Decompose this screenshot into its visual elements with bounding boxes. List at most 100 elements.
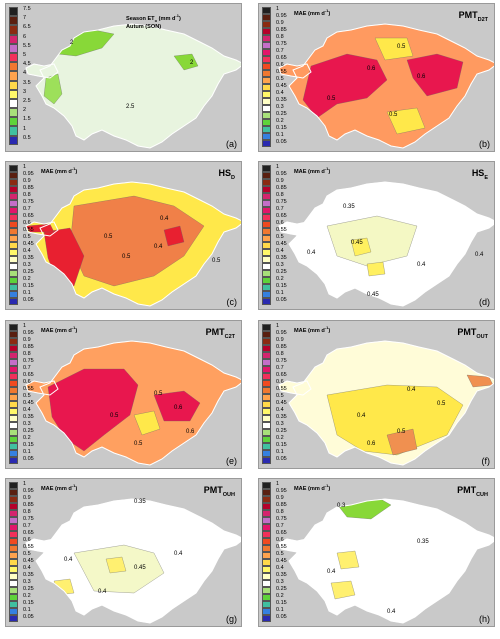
legend-tick-label: 0.7 bbox=[23, 206, 31, 212]
legend-swatch bbox=[262, 165, 271, 172]
legend-swatch bbox=[9, 34, 18, 44]
legend-swatch bbox=[9, 482, 18, 489]
legend-swatch bbox=[9, 200, 18, 207]
title-end: ) bbox=[75, 327, 78, 334]
legend-swatch bbox=[9, 270, 18, 277]
legend-swatch bbox=[9, 62, 18, 72]
legend-swatch bbox=[262, 510, 271, 517]
title-text: MAE (mm d bbox=[41, 485, 72, 492]
model-name-text: HS bbox=[218, 168, 232, 178]
legend-tick-label: 0.1 bbox=[23, 607, 31, 613]
map-panel-f: 0.4 0.5 0.4 0.5 0.6 1 0.95 0.9 0.85 0.8 0.75 0.7 0.6… bbox=[258, 320, 495, 469]
basin-outline bbox=[25, 340, 241, 466]
legend-tick-label: 0.6 bbox=[23, 379, 31, 385]
legend-tick-label: 7 bbox=[23, 15, 27, 22]
legend-swatch bbox=[262, 366, 271, 373]
legend-title: MAE (mm d-1) bbox=[294, 7, 330, 18]
legend-tick-label: 1 bbox=[276, 481, 280, 487]
contour-label: 0.5 bbox=[122, 254, 131, 260]
legend-tick-label: 0.7 bbox=[276, 48, 284, 54]
contour-label: 0.4 bbox=[407, 387, 416, 393]
legend-swatch bbox=[262, 49, 271, 56]
legend-swatch bbox=[9, 71, 18, 81]
legend-swatch bbox=[262, 387, 271, 394]
legend-tick-label: 0.6 bbox=[276, 62, 284, 68]
legend-tick-label: 0.45 bbox=[23, 241, 34, 247]
legend-swatch bbox=[262, 594, 271, 601]
legend-swatch bbox=[262, 517, 271, 524]
legend-swatch bbox=[9, 552, 18, 559]
legend-tick-label: 0.35 bbox=[23, 572, 34, 578]
legend-tick-label: 0.75 bbox=[23, 199, 34, 205]
legend-swatch bbox=[9, 580, 18, 587]
title-end: ) bbox=[75, 168, 78, 175]
legend-tick-label: 0.95 bbox=[276, 330, 287, 336]
model-name: PMTC2T bbox=[206, 327, 235, 340]
legend-swatch bbox=[9, 165, 18, 172]
legend-swatch bbox=[262, 573, 271, 580]
legend-swatch bbox=[9, 545, 18, 552]
legend-tick-label: 0.75 bbox=[276, 516, 287, 522]
legend-swatch bbox=[262, 489, 271, 496]
legend-tick-label: 0.1 bbox=[23, 290, 31, 296]
legend-tick-label: 0.75 bbox=[276, 41, 287, 47]
legend-swatch bbox=[262, 457, 271, 464]
legend-tick-label: 0.6 bbox=[23, 537, 31, 543]
value-region bbox=[43, 73, 63, 105]
legend-tick-label: 0.3 bbox=[276, 579, 284, 585]
contour-label: 0.45 bbox=[134, 565, 146, 571]
contour-label: 0.5 bbox=[134, 441, 143, 447]
contour-label: 0.4 bbox=[307, 250, 316, 256]
legend-swatch bbox=[262, 415, 271, 422]
legend-swatch bbox=[9, 415, 18, 422]
basin-outline bbox=[278, 23, 494, 149]
model-name: HSE bbox=[472, 168, 488, 181]
legend-tick-label: 1 bbox=[276, 6, 280, 12]
legend-swatch bbox=[9, 373, 18, 380]
legend-tick-label: 0.25 bbox=[276, 586, 287, 592]
legend-swatch bbox=[9, 352, 18, 359]
legend-swatch bbox=[262, 256, 271, 263]
contour-label: 0.5 bbox=[389, 112, 398, 118]
legend-swatch bbox=[9, 450, 18, 457]
contour-label: 0.6 bbox=[367, 66, 376, 72]
legend-swatch bbox=[9, 559, 18, 566]
legend-swatch bbox=[9, 108, 18, 118]
legend-tick-label: 0.95 bbox=[276, 13, 287, 19]
legend-swatch bbox=[262, 380, 271, 387]
legend-swatch bbox=[9, 126, 18, 136]
value-region bbox=[326, 215, 418, 267]
legend-swatch bbox=[262, 98, 271, 105]
legend-swatch bbox=[9, 394, 18, 401]
legend-tick-label: 0.6 bbox=[276, 537, 284, 543]
legend-swatch bbox=[262, 601, 271, 608]
legend-swatch bbox=[9, 228, 18, 235]
legend-swatch bbox=[262, 63, 271, 70]
legend-title: MAE (mm d-1) bbox=[41, 482, 77, 493]
legend-tick-label: 5 bbox=[23, 52, 27, 58]
legend-tick-label: 0.55 bbox=[276, 544, 287, 550]
legend-swatch bbox=[262, 186, 271, 193]
legend-tick-label: 0.2 bbox=[23, 593, 31, 599]
color-legend bbox=[262, 7, 272, 147]
legend-tick-label: 0.35 bbox=[23, 414, 34, 420]
title-end: ) bbox=[328, 485, 331, 492]
model-name-sub: E bbox=[484, 174, 488, 181]
legend-tick-label: 0.65 bbox=[23, 530, 34, 536]
legend-swatch bbox=[262, 587, 271, 594]
legend-swatch bbox=[9, 80, 18, 90]
legend-tick-label: 1.5 bbox=[23, 116, 31, 123]
legend-title: MAE (mm d-1) bbox=[294, 324, 330, 335]
legend-tick-label: 0.05 bbox=[276, 297, 287, 303]
legend-swatch bbox=[262, 331, 271, 338]
contour-label: 2.5 bbox=[126, 104, 135, 110]
contour-label: 0.35 bbox=[134, 499, 146, 505]
legend-swatch bbox=[9, 291, 18, 298]
legend-swatch bbox=[9, 214, 18, 221]
basin-outline bbox=[278, 340, 494, 466]
legend-swatch bbox=[262, 545, 271, 552]
legend-tick-label: 0.25 bbox=[23, 428, 34, 434]
legend-swatch bbox=[262, 580, 271, 587]
basin-map: 0.30.350.40.4 bbox=[278, 498, 494, 624]
legend-tick-label: 0.5 bbox=[23, 134, 31, 141]
